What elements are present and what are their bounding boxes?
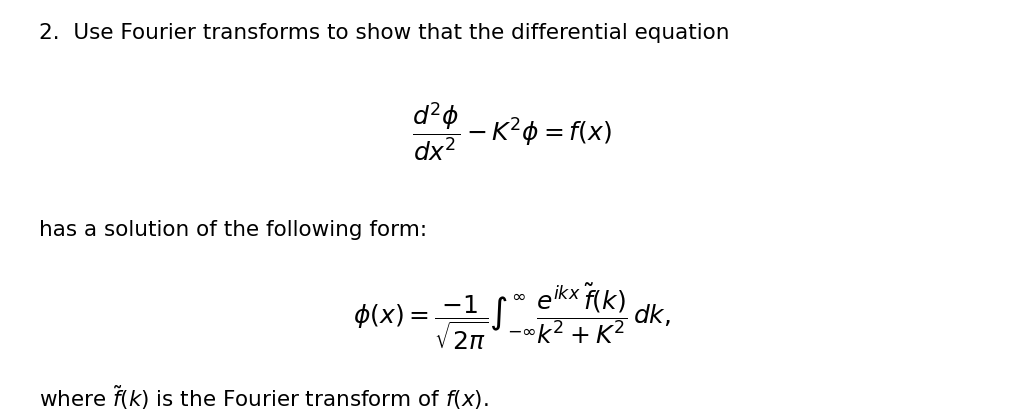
Text: 2.  Use Fourier transforms to show that the differential equation: 2. Use Fourier transforms to show that t… [39,23,729,43]
Text: $\phi(x) = \dfrac{-1}{\sqrt{2\pi}} \int_{-\infty}^{\infty} \dfrac{e^{ikx}\,\tild: $\phi(x) = \dfrac{-1}{\sqrt{2\pi}} \int_… [353,281,671,352]
Text: where $\tilde{f}(k)$ is the Fourier transform of $f(x)$.: where $\tilde{f}(k)$ is the Fourier tran… [39,383,488,412]
Text: has a solution of the following form:: has a solution of the following form: [39,220,427,240]
Text: $\dfrac{d^2\phi}{dx^2} - K^2\phi = f(x)$: $\dfrac{d^2\phi}{dx^2} - K^2\phi = f(x)$ [412,101,612,163]
